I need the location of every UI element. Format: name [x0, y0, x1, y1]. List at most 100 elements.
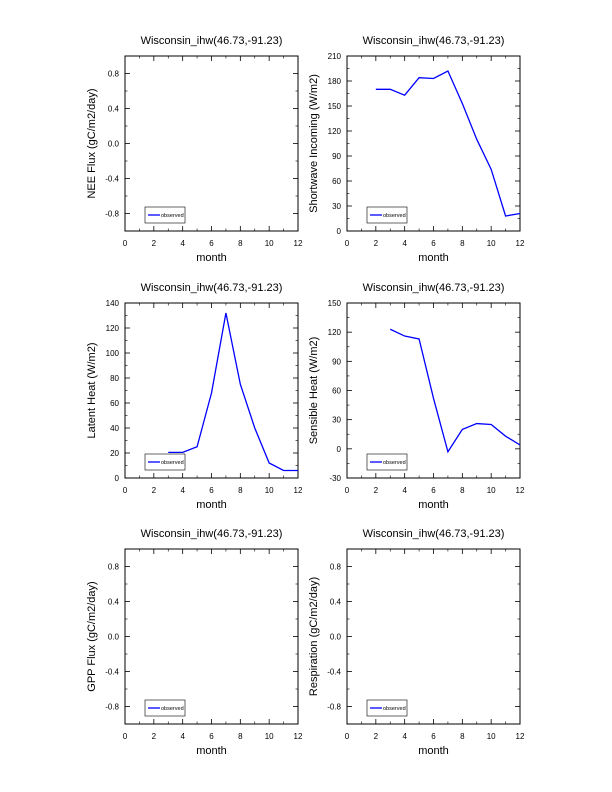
y-tick-label: 30: [332, 416, 341, 425]
y-axis-label: Respiration (gC/m2/day): [308, 577, 320, 696]
legend-label: observed: [383, 460, 406, 466]
x-tick-label: 4: [180, 732, 185, 741]
x-tick-label: 12: [516, 239, 525, 248]
plot-frame: [124, 55, 299, 232]
x-tick-label: 8: [460, 732, 465, 741]
series-line-observed: [168, 312, 298, 472]
chart-panel: Wisconsin_ihw(46.73,-91.23) 0 2 4 6 8 10 12 -0.8…: [86, 528, 303, 757]
plot-frame: [346, 548, 521, 725]
x-tick-label: 2: [374, 239, 379, 248]
x-tick-label: 2: [374, 486, 379, 495]
y-axis-label: GPP Flux (gC/m2/day): [86, 581, 98, 691]
x-tick-label: 2: [152, 732, 157, 741]
series-line-observed: [375, 70, 521, 217]
y-tick-label: 210: [328, 52, 342, 61]
y-tick-label: -0.4: [327, 668, 341, 677]
x-tick-label: 8: [238, 239, 243, 248]
y-tick-label: 0.8: [108, 563, 120, 572]
chart-panel: Wisconsin_ihw(46.73,-91.23)0 2 4 6 8 10 120306…: [308, 35, 525, 264]
legend-label: observed: [161, 213, 184, 219]
y-tick-label: 60: [332, 177, 341, 186]
y-tick-label: 60: [332, 387, 341, 396]
chart-panel: Wisconsin_ihw(46.73,-91.23) 0 2 4 6 8 10 120 20 4…: [86, 282, 303, 511]
y-tick-label: 180: [328, 77, 342, 86]
x-tick-label: 2: [374, 732, 379, 741]
y-tick-label: -0.4: [105, 668, 119, 677]
y-tick-label: 150: [328, 299, 342, 308]
y-tick-label: 0.0: [108, 140, 120, 149]
y-axis-label: Sensible Heat (W/m2): [308, 337, 320, 445]
legend-box: [144, 206, 186, 224]
x-tick-label: 0: [345, 732, 350, 741]
x-tick-label: 6: [431, 486, 436, 495]
y-tick-label: 0.0: [108, 633, 120, 642]
legend-box: [366, 699, 408, 717]
y-axis-label: Shortwave Incoming (W/m2): [308, 74, 320, 213]
legend-label: observed: [383, 213, 406, 219]
x-tick-label: 8: [238, 486, 243, 495]
legend-box: [366, 453, 408, 471]
x-tick-label: 4: [180, 486, 185, 495]
x-tick-label: 10: [265, 239, 274, 248]
y-tick-label: 60: [110, 399, 119, 408]
y-tick-label: 30: [332, 202, 341, 211]
x-tick-label: 12: [294, 732, 303, 741]
y-tick-label: 0.0: [330, 633, 342, 642]
x-tick-label: 6: [209, 486, 214, 495]
chart-title: Wisconsin_ihw(46.73,-91.23): [363, 528, 505, 540]
y-tick-label: 80: [110, 374, 119, 383]
y-tick-label: 0: [337, 445, 342, 454]
y-tick-label: 140: [106, 299, 120, 308]
x-axis-label: month: [196, 499, 227, 511]
x-tick-label: 12: [294, 486, 303, 495]
y-tick-label: 90: [332, 152, 341, 161]
chart-title: Wisconsin_ihw(46.73,-91.23): [141, 528, 283, 540]
y-tick-label: 0.8: [108, 70, 120, 79]
y-tick-label: -0.8: [105, 703, 119, 712]
chart-title: Wisconsin_ihw(46.73,-91.23): [141, 282, 283, 294]
y-tick-label: 40: [110, 424, 119, 433]
legend-box: [144, 453, 186, 471]
x-tick-label: 6: [431, 732, 436, 741]
x-tick-label: 2: [152, 486, 157, 495]
y-tick-label: 0.4: [108, 105, 120, 114]
y-tick-label: 0.4: [108, 598, 120, 607]
legend-label: observed: [383, 706, 406, 712]
x-axis-label: month: [196, 252, 227, 264]
y-tick-label: -0.4: [105, 175, 119, 184]
x-tick-label: 6: [209, 239, 214, 248]
y-tick-label: -0.8: [327, 703, 341, 712]
x-tick-label: 0: [123, 239, 128, 248]
y-tick-label: 150: [328, 102, 342, 111]
x-axis-label: month: [196, 745, 227, 757]
chart-title: Wisconsin_ihw(46.73,-91.23): [363, 35, 505, 47]
chart-title: Wisconsin_ihw(46.73,-91.23): [363, 282, 505, 294]
plot-frame: [124, 548, 299, 725]
x-axis-label: month: [418, 252, 449, 264]
x-tick-label: 4: [402, 239, 407, 248]
y-tick-label: 20: [110, 449, 119, 458]
x-tick-label: 8: [460, 486, 465, 495]
x-tick-label: 4: [402, 486, 407, 495]
plot-frame: [346, 302, 521, 479]
x-tick-label: 0: [345, 486, 350, 495]
x-tick-label: 2: [152, 239, 157, 248]
chart-panel: Wisconsin_ihw(46.73,-91.23) 0 2 4 6 8 10 12 -0.8…: [308, 528, 525, 757]
x-tick-label: 0: [123, 732, 128, 741]
y-tick-label: 0: [115, 474, 120, 483]
chart-panel: Wisconsin_ihw(46.73,-91.23) 0 2 4 6 8 10 12 -0.8…: [86, 35, 303, 264]
y-tick-label: 0.8: [330, 563, 342, 572]
x-tick-label: 4: [402, 732, 407, 741]
legend-box: [366, 206, 408, 224]
y-tick-label: 120: [106, 324, 120, 333]
x-tick-label: 8: [238, 732, 243, 741]
x-tick-label: 6: [209, 732, 214, 741]
y-axis-label: Latent Heat (W/m2): [86, 343, 98, 439]
x-tick-label: 8: [460, 239, 465, 248]
y-tick-label: 100: [106, 349, 120, 358]
y-tick-label: 90: [332, 357, 341, 366]
x-axis-label: month: [418, 499, 449, 511]
x-tick-label: 10: [265, 486, 274, 495]
x-tick-label: 12: [516, 486, 525, 495]
